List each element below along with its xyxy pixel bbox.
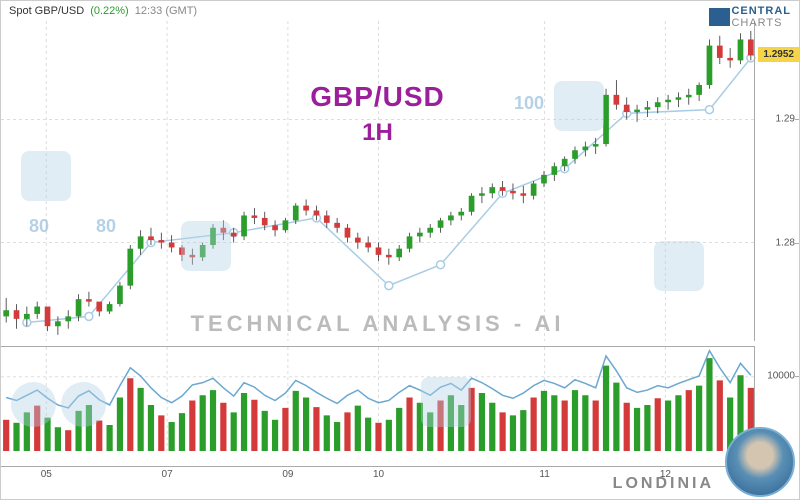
- londinia-brand: LONDINIA: [613, 475, 714, 493]
- brand-logo[interactable]: CENTRALCHARTS: [709, 5, 791, 29]
- watermark-icon: [21, 151, 71, 201]
- watermark-chart-icon: [654, 241, 704, 291]
- watermark-arrow-icon: [181, 221, 231, 271]
- logo-icon: [709, 8, 727, 26]
- watermark-num: 100: [514, 93, 544, 114]
- main-price-chart[interactable]: GBP/USD 1H TECHNICAL ANALYSIS - AI 80 80…: [1, 21, 754, 341]
- volume-chart[interactable]: [1, 346, 754, 466]
- watermark-num: 80: [29, 216, 49, 237]
- header-symbol: Spot GBP/USD: [9, 5, 84, 17]
- header-time: 12:33 (GMT): [135, 5, 197, 17]
- chart-container: Spot GBP/USD (0.22%) 12:33 (GMT) CENTRAL…: [0, 0, 800, 500]
- logo-text: CENTRALCHARTS: [731, 5, 791, 29]
- y-axis-price: 1.281.29: [754, 21, 799, 341]
- current-price-badge: 1.2952: [758, 47, 799, 62]
- watermark-compass-icon: [554, 81, 604, 131]
- volume-svg: [1, 347, 756, 467]
- watermark-num: 80: [96, 216, 116, 237]
- watermark-nav-icon: [61, 382, 106, 427]
- watermark-doc-icon: [421, 377, 471, 427]
- header-bar: Spot GBP/USD (0.22%) 12:33 (GMT): [1, 1, 799, 21]
- header-change: (0.22%): [90, 5, 129, 17]
- avatar-icon[interactable]: [725, 427, 795, 497]
- watermark-nav-icon: [11, 382, 56, 427]
- candlestick-svg: [1, 21, 756, 341]
